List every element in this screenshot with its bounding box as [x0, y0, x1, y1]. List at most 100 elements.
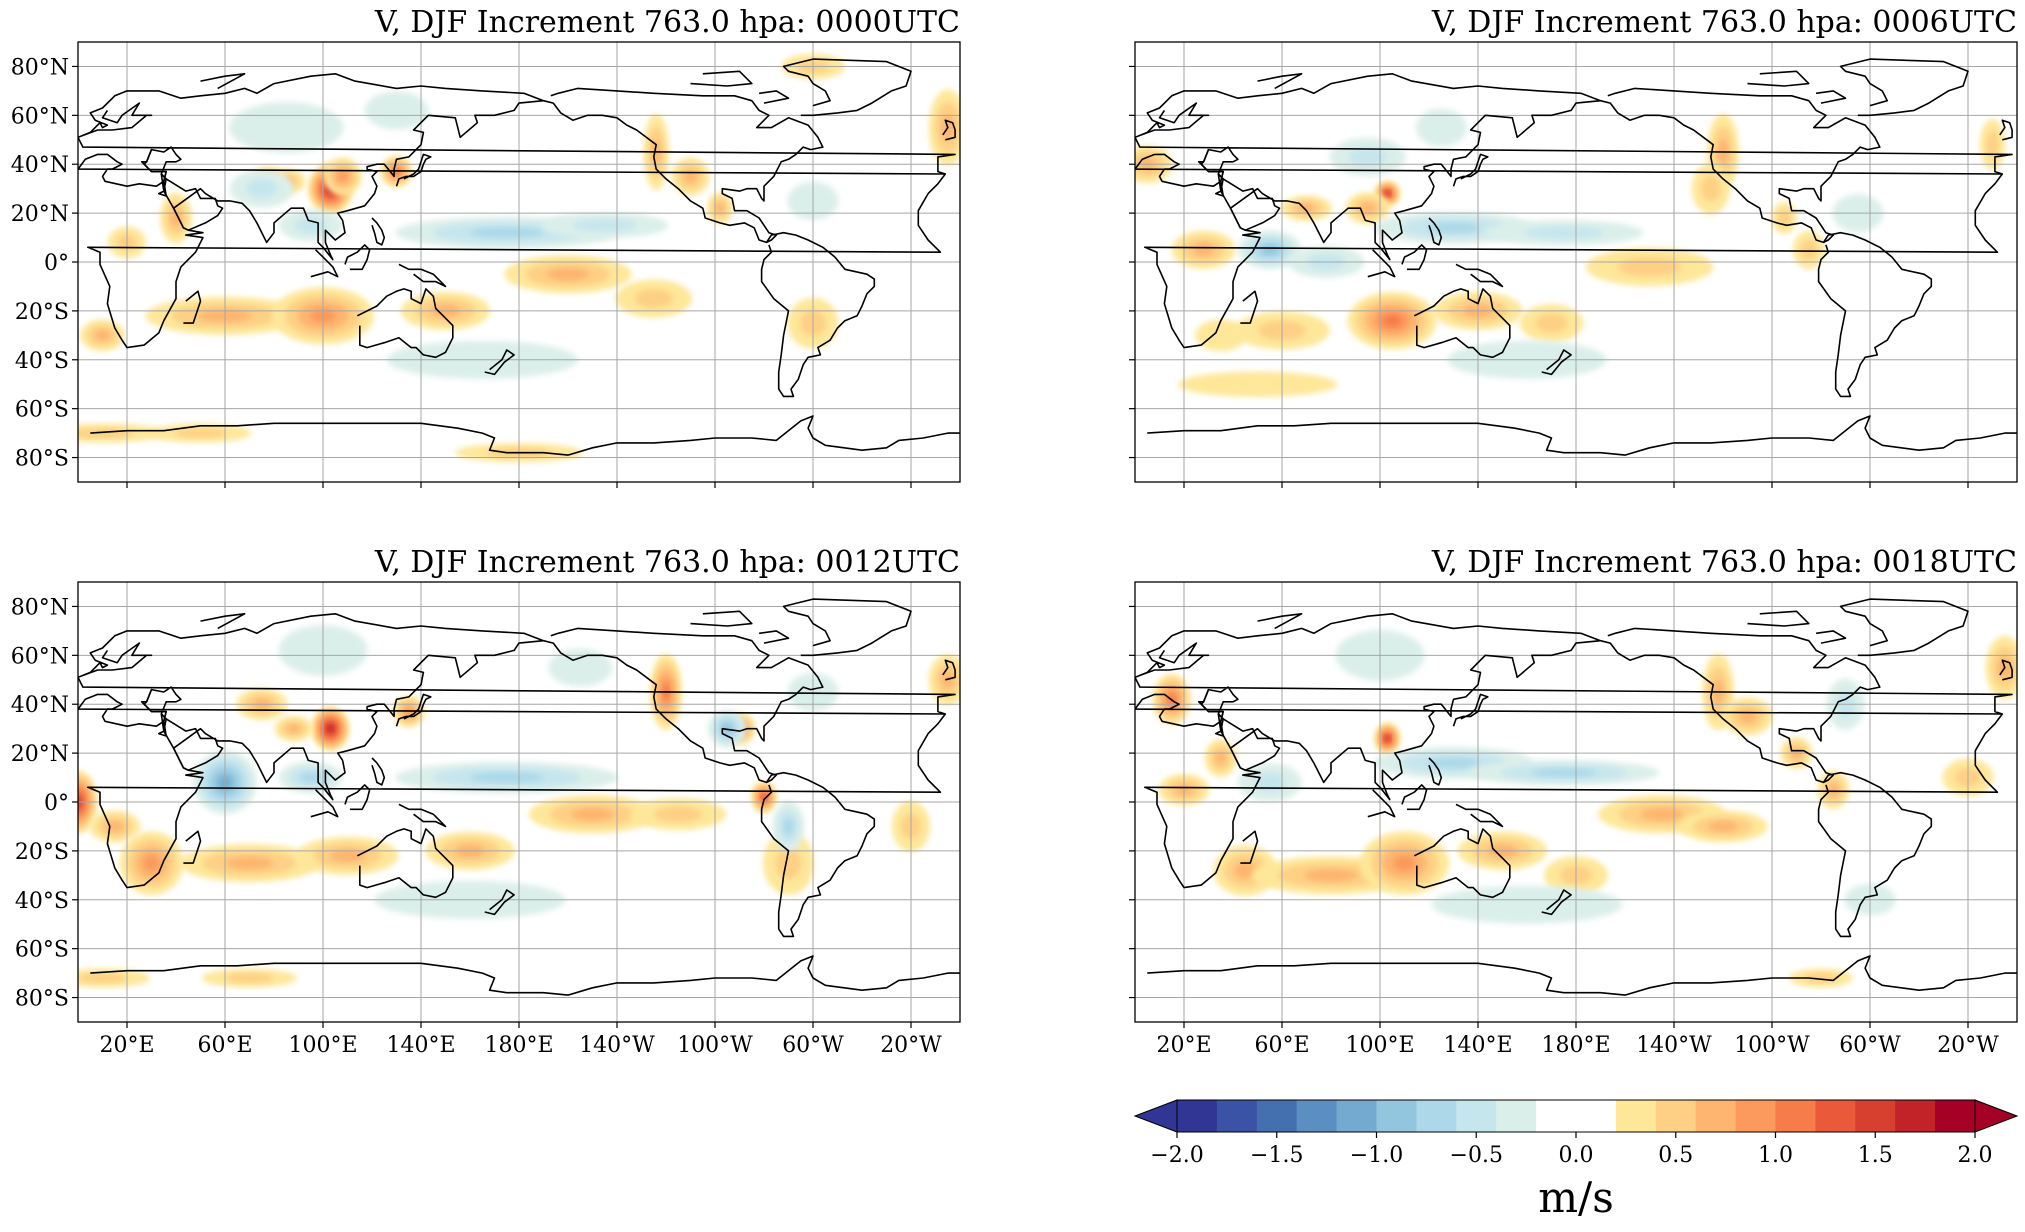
increment-contour: [1384, 735, 1391, 742]
coastline: [1455, 263, 1504, 288]
increment-contour: [294, 217, 327, 234]
colorbar-swatch: [1496, 1100, 1537, 1132]
coastlines: [78, 58, 960, 456]
gridlines: [1135, 582, 2017, 1022]
colorbar-ticks: −2.0 −1.5 −1.0 −0.5 0.0 0.5 1.0 1.5 2.0: [1150, 1132, 1993, 1168]
coastline: [1257, 612, 1303, 630]
colorbar-swatches: [1133, 1099, 2019, 1133]
coastline: [1452, 693, 1489, 727]
colorbar-swatch: [1735, 1100, 1777, 1132]
colorbar-tick-label: 2.0: [1958, 1143, 1993, 1168]
coastline: [1367, 789, 1396, 818]
lon-tick-label: 20°W: [880, 1033, 942, 1058]
lat-tick-label: 40°S: [15, 889, 69, 914]
lon-tick-label: 20°E: [1156, 1033, 1211, 1058]
coastline: [356, 828, 454, 899]
lon-tick-label: 180°E: [1541, 1033, 1610, 1058]
coastline: [1839, 598, 1969, 657]
longitude-axis: 20°E 60°E 100°E 140°E 180°E 140°W 100°W 60°W 20°…: [1156, 1022, 1999, 1058]
colorbar-over-arrow: [1974, 1099, 2019, 1133]
colorbar-tick-label: −1.0: [1350, 1143, 1403, 1168]
lat-tick-label: 20°S: [15, 300, 69, 325]
colorbar-tick-label: −1.5: [1250, 1143, 1303, 1168]
coastline: [760, 771, 876, 938]
coastline: [758, 90, 790, 104]
increment-contour: [1177, 371, 1338, 397]
coastline: [1135, 612, 1602, 801]
coastline: [78, 73, 545, 261]
increment-contour: [1535, 313, 1568, 333]
colorbar: −2.0 −1.5 −1.0 −0.5 0.0 0.5 1.0 1.5 2.0 m/s: [1133, 1099, 2019, 1222]
longitude-axis: [1183, 482, 1969, 488]
coastline: [1747, 70, 1810, 87]
gridlines: [78, 582, 960, 1022]
increment-contour: [634, 289, 673, 309]
coastline: [1413, 828, 1511, 899]
coastline: [1541, 349, 1572, 376]
lon-tick-label: 180°E: [484, 1033, 553, 1058]
colorbar-swatch: [1775, 1100, 1816, 1132]
coastline: [690, 70, 753, 87]
increment-contour: [775, 847, 802, 879]
increment-field: [78, 625, 960, 988]
lat-tick-label: 60°S: [15, 938, 69, 963]
lat-tick-label: 20°N: [11, 742, 69, 767]
colorbar-swatch: [1576, 1100, 1617, 1132]
coastline: [1839, 58, 1969, 117]
coastline: [1401, 784, 1428, 811]
coastline: [1428, 217, 1443, 246]
coastline: [1147, 415, 2017, 456]
increment-contour: [1426, 757, 1481, 769]
coastline: [782, 58, 912, 117]
longitude-axis: [126, 482, 912, 488]
coastline: [690, 610, 753, 627]
coastline: [398, 263, 447, 288]
coastline: [758, 630, 790, 644]
lat-tick-label: 60°N: [11, 104, 69, 129]
coastline: [1999, 119, 2013, 141]
increment-contour: [170, 209, 182, 227]
panel-title: V, DJF Increment 763.0 hpa: 0012UTC: [374, 545, 960, 580]
colorbar-swatch: [1815, 1100, 1856, 1132]
increment-contour: [715, 202, 725, 214]
map-panel-0018utc: V, DJF Increment 763.0 hpa: 0018UTC 20°E…: [1129, 545, 2018, 1058]
colorbar-tick-label: 1.5: [1858, 1143, 1893, 1168]
increment-contour: [1383, 314, 1402, 327]
colorbar-swatch: [1615, 1100, 1657, 1132]
colorbar-tick-label: 1.0: [1758, 1143, 1793, 1168]
lon-tick-label: 60°W: [1839, 1033, 1901, 1058]
coastline: [1817, 771, 1933, 938]
increment-contour: [245, 179, 278, 199]
increment-contour: [300, 772, 322, 783]
increment-contour: [226, 856, 273, 870]
coastline: [1815, 630, 1847, 644]
coastlines: [1135, 598, 2017, 996]
lat-tick-label: 20°N: [11, 202, 69, 227]
coastline: [310, 249, 339, 278]
increment-contour: [106, 821, 124, 832]
increment-contour: [469, 227, 544, 238]
coastline: [78, 136, 956, 349]
lat-tick-label: 80°S: [15, 987, 69, 1012]
coastlines: [78, 598, 960, 996]
increment-contour: [175, 428, 226, 438]
colorbar-under-arrow: [1133, 1099, 1178, 1133]
increment-contour: [1523, 226, 1604, 240]
coastline: [395, 153, 432, 187]
coastline: [1147, 955, 2017, 996]
lon-tick-label: 140°E: [386, 1033, 455, 1058]
lat-tick-label: 80°S: [15, 447, 69, 472]
lon-tick-label: 100°E: [288, 1033, 357, 1058]
gridlines: [78, 42, 960, 482]
lon-tick-label: 60°E: [1254, 1033, 1309, 1058]
increment-field: [1152, 629, 2017, 988]
increment-contour: [1348, 147, 1387, 167]
coastline: [1135, 73, 1602, 261]
colorbar-swatch: [1536, 1100, 1577, 1132]
coastline: [183, 290, 202, 324]
increment-contour: [1640, 807, 1683, 821]
increment-contour: [548, 648, 613, 687]
coastline: [1747, 610, 1810, 627]
increment-contour: [783, 817, 794, 835]
